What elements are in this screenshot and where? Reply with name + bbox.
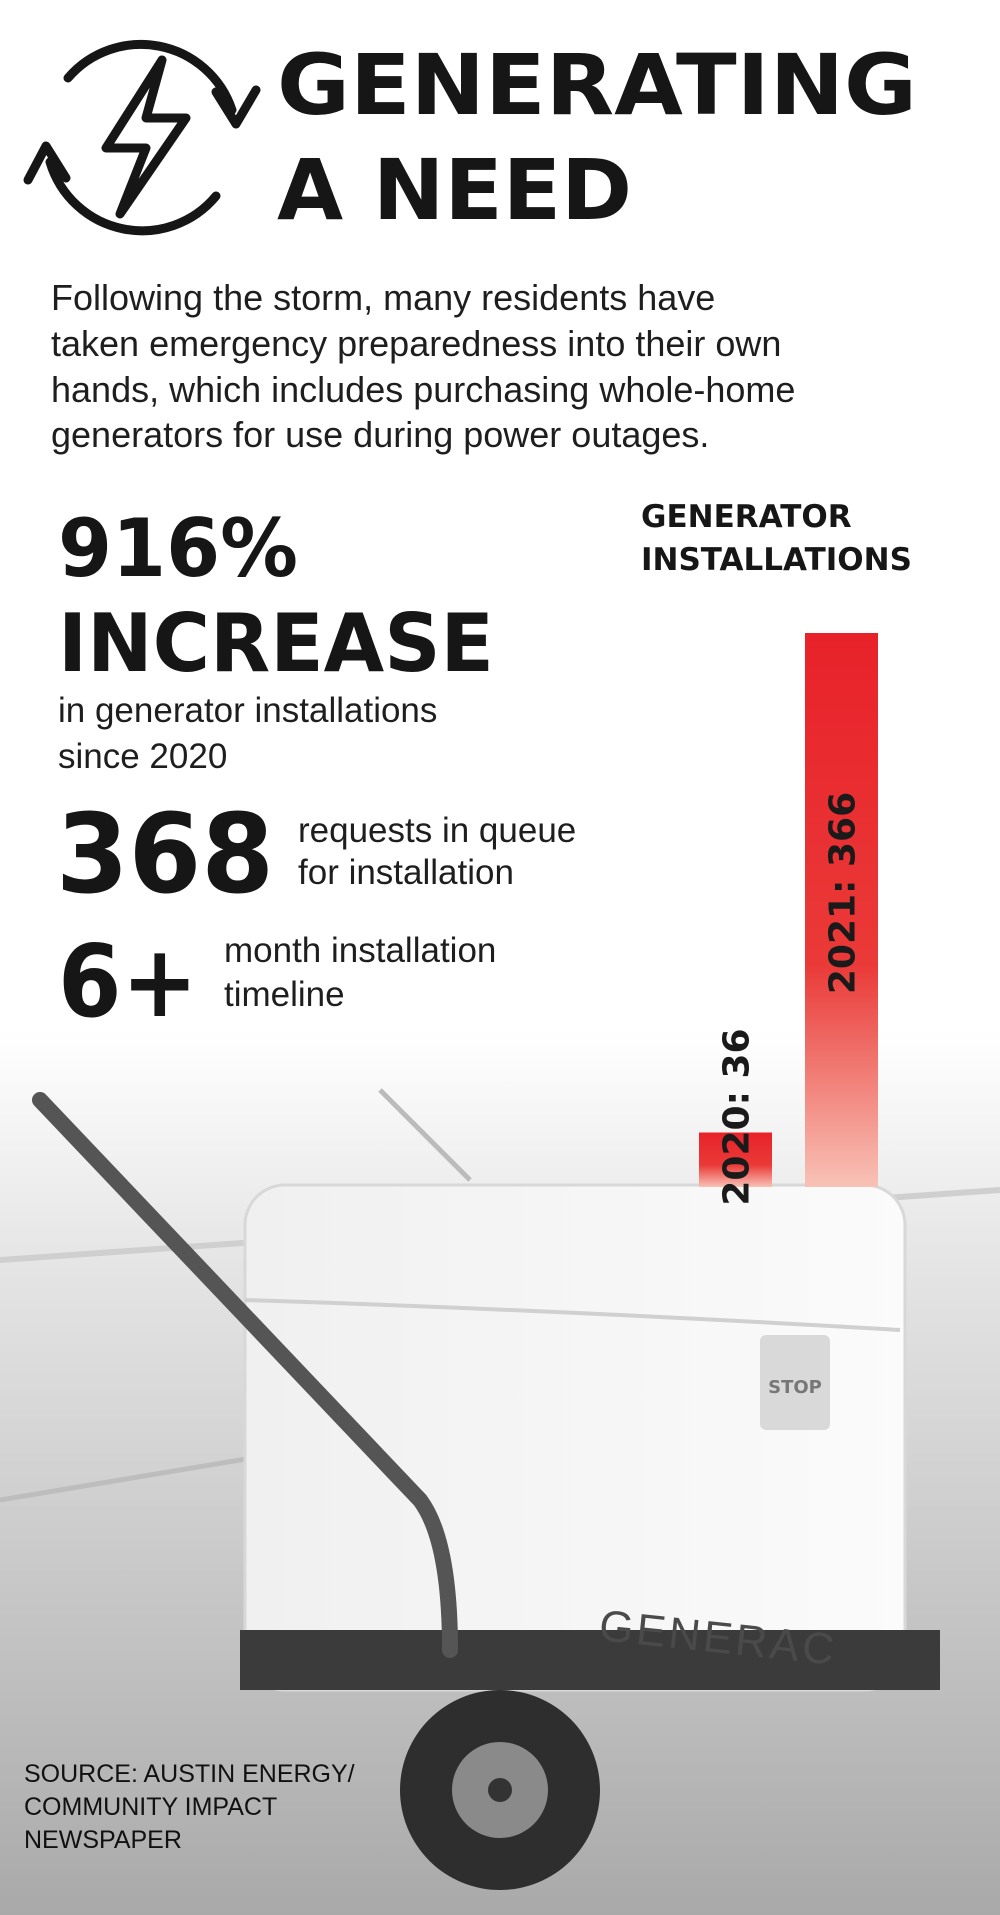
intro-line: generators for use during power outages. <box>51 414 709 455</box>
stat-text: timeline <box>224 975 345 1014</box>
intro-line: hands, which includes purchasing whole-h… <box>51 369 795 410</box>
source-line: SOURCE: AUSTIN ENERGY/ <box>24 1760 355 1788</box>
bar <box>699 1132 772 1187</box>
photo-sign: STOP <box>768 1377 822 1398</box>
stat-text: for installation <box>298 853 514 892</box>
stat-figure: 916% <box>58 502 298 595</box>
stat-text: requests in queue <box>298 811 576 850</box>
icon <box>23 39 261 236</box>
source-line: COMMUNITY IMPACT <box>24 1793 277 1821</box>
headline: A NEED <box>277 141 632 239</box>
intro-line: taken emergency preparedness into their … <box>51 323 781 364</box>
intro: Following the storm, many residents have… <box>51 277 795 455</box>
bar <box>805 633 878 1187</box>
stat-figure: 368 <box>56 790 274 918</box>
stat-text: in generator installations <box>58 691 437 730</box>
stat-figure: 6+ <box>58 923 198 1040</box>
source-line: NEWSPAPER <box>24 1826 182 1854</box>
chart-title: INSTALLATIONS <box>641 542 912 578</box>
stat-text: since 2020 <box>58 737 227 776</box>
intro-line: Following the storm, many residents have <box>51 277 715 318</box>
value-label: 2020: 36 <box>717 1028 758 1205</box>
source: SOURCE: AUSTIN ENERGY/ COMMUNITY IMPACT … <box>24 1760 355 1854</box>
chart-title: GENERATOR <box>641 499 852 535</box>
stat-text: month installation <box>224 931 496 970</box>
headline: GENERATING <box>277 36 917 134</box>
stat-figure: INCREASE <box>58 597 494 690</box>
value-label: 2021: 366 <box>823 792 864 994</box>
